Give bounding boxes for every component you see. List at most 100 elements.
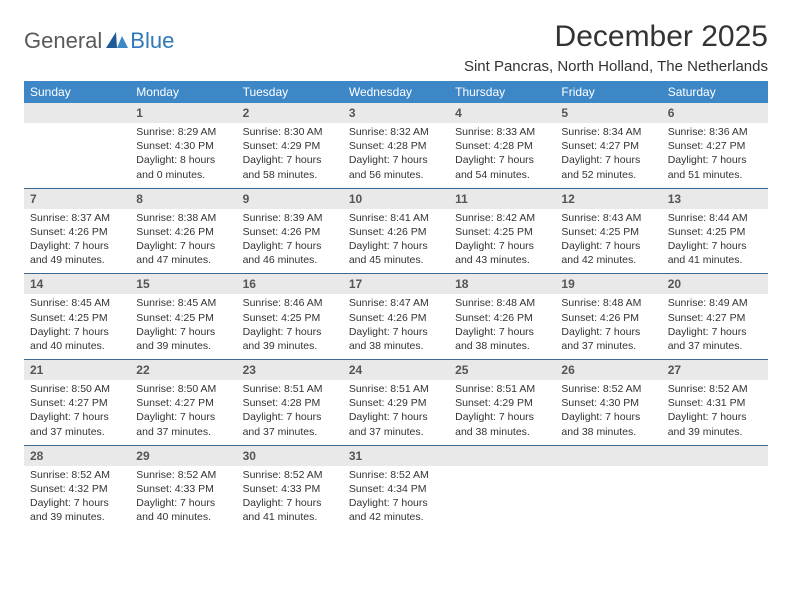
day-body: Sunrise: 8:29 AMSunset: 4:30 PMDaylight:… (130, 123, 236, 188)
day-number: 2 (237, 103, 343, 123)
day-body: Sunrise: 8:44 AMSunset: 4:25 PMDaylight:… (662, 209, 768, 274)
day-number: 7 (24, 189, 130, 209)
day-body: Sunrise: 8:37 AMSunset: 4:26 PMDaylight:… (24, 209, 130, 274)
day-body: Sunrise: 8:45 AMSunset: 4:25 PMDaylight:… (24, 294, 130, 359)
weekday-header: Wednesday (343, 81, 449, 103)
calendar-cell: 4Sunrise: 8:33 AMSunset: 4:28 PMDaylight… (449, 103, 555, 188)
day-body: Sunrise: 8:52 AMSunset: 4:33 PMDaylight:… (130, 466, 236, 531)
day-number: 10 (343, 189, 449, 209)
calendar-cell: 9Sunrise: 8:39 AMSunset: 4:26 PMDaylight… (237, 188, 343, 274)
day-body: Sunrise: 8:30 AMSunset: 4:29 PMDaylight:… (237, 123, 343, 188)
day-number: 11 (449, 189, 555, 209)
day-body: Sunrise: 8:51 AMSunset: 4:29 PMDaylight:… (343, 380, 449, 445)
day-number: 22 (130, 360, 236, 380)
weekday-header: Saturday (662, 81, 768, 103)
calendar-cell: 16Sunrise: 8:46 AMSunset: 4:25 PMDayligh… (237, 274, 343, 360)
day-number: 15 (130, 274, 236, 294)
day-body: Sunrise: 8:51 AMSunset: 4:29 PMDaylight:… (449, 380, 555, 445)
day-body: Sunrise: 8:50 AMSunset: 4:27 PMDaylight:… (24, 380, 130, 445)
weekday-header: Tuesday (237, 81, 343, 103)
calendar-cell: 26Sunrise: 8:52 AMSunset: 4:30 PMDayligh… (555, 360, 661, 446)
calendar-cell: 22Sunrise: 8:50 AMSunset: 4:27 PMDayligh… (130, 360, 236, 446)
day-body: Sunrise: 8:33 AMSunset: 4:28 PMDaylight:… (449, 123, 555, 188)
calendar-cell: 13Sunrise: 8:44 AMSunset: 4:25 PMDayligh… (662, 188, 768, 274)
day-body: Sunrise: 8:52 AMSunset: 4:34 PMDaylight:… (343, 466, 449, 531)
day-number: 26 (555, 360, 661, 380)
day-number: 25 (449, 360, 555, 380)
day-number: 4 (449, 103, 555, 123)
day-number: 13 (662, 189, 768, 209)
calendar-table: SundayMondayTuesdayWednesdayThursdayFrid… (24, 81, 768, 530)
calendar-cell: 19Sunrise: 8:48 AMSunset: 4:26 PMDayligh… (555, 274, 661, 360)
calendar-cell (24, 103, 130, 188)
day-number: 9 (237, 189, 343, 209)
day-number: 19 (555, 274, 661, 294)
day-body: Sunrise: 8:36 AMSunset: 4:27 PMDaylight:… (662, 123, 768, 188)
day-body: Sunrise: 8:51 AMSunset: 4:28 PMDaylight:… (237, 380, 343, 445)
day-body: Sunrise: 8:52 AMSunset: 4:32 PMDaylight:… (24, 466, 130, 531)
day-body: Sunrise: 8:52 AMSunset: 4:31 PMDaylight:… (662, 380, 768, 445)
day-number: 8 (130, 189, 236, 209)
day-body: Sunrise: 8:39 AMSunset: 4:26 PMDaylight:… (237, 209, 343, 274)
calendar-cell: 24Sunrise: 8:51 AMSunset: 4:29 PMDayligh… (343, 360, 449, 446)
day-body: Sunrise: 8:47 AMSunset: 4:26 PMDaylight:… (343, 294, 449, 359)
day-body: Sunrise: 8:48 AMSunset: 4:26 PMDaylight:… (449, 294, 555, 359)
day-body: Sunrise: 8:48 AMSunset: 4:26 PMDaylight:… (555, 294, 661, 359)
calendar-cell: 20Sunrise: 8:49 AMSunset: 4:27 PMDayligh… (662, 274, 768, 360)
weekday-header: Monday (130, 81, 236, 103)
calendar-cell: 12Sunrise: 8:43 AMSunset: 4:25 PMDayligh… (555, 188, 661, 274)
calendar-cell: 14Sunrise: 8:45 AMSunset: 4:25 PMDayligh… (24, 274, 130, 360)
day-number: 21 (24, 360, 130, 380)
calendar-cell (449, 445, 555, 530)
day-number: 18 (449, 274, 555, 294)
day-body: Sunrise: 8:41 AMSunset: 4:26 PMDaylight:… (343, 209, 449, 274)
calendar-cell: 27Sunrise: 8:52 AMSunset: 4:31 PMDayligh… (662, 360, 768, 446)
day-body: Sunrise: 8:42 AMSunset: 4:25 PMDaylight:… (449, 209, 555, 274)
day-body: Sunrise: 8:43 AMSunset: 4:25 PMDaylight:… (555, 209, 661, 274)
calendar-cell: 11Sunrise: 8:42 AMSunset: 4:25 PMDayligh… (449, 188, 555, 274)
logo-general: General (24, 28, 102, 54)
calendar-cell: 31Sunrise: 8:52 AMSunset: 4:34 PMDayligh… (343, 445, 449, 530)
day-number: 23 (237, 360, 343, 380)
calendar-cell: 6Sunrise: 8:36 AMSunset: 4:27 PMDaylight… (662, 103, 768, 188)
calendar-cell: 5Sunrise: 8:34 AMSunset: 4:27 PMDaylight… (555, 103, 661, 188)
day-number: 20 (662, 274, 768, 294)
page-title: December 2025 (464, 20, 768, 54)
logo-icon (106, 30, 128, 53)
weekday-header: Sunday (24, 81, 130, 103)
logo-blue: Blue (130, 28, 174, 54)
calendar-cell (662, 445, 768, 530)
day-body: Sunrise: 8:52 AMSunset: 4:33 PMDaylight:… (237, 466, 343, 531)
calendar-cell: 15Sunrise: 8:45 AMSunset: 4:25 PMDayligh… (130, 274, 236, 360)
day-number: 3 (343, 103, 449, 123)
day-body: Sunrise: 8:50 AMSunset: 4:27 PMDaylight:… (130, 380, 236, 445)
day-number: 29 (130, 446, 236, 466)
day-body: Sunrise: 8:34 AMSunset: 4:27 PMDaylight:… (555, 123, 661, 188)
calendar-cell: 8Sunrise: 8:38 AMSunset: 4:26 PMDaylight… (130, 188, 236, 274)
calendar-cell: 30Sunrise: 8:52 AMSunset: 4:33 PMDayligh… (237, 445, 343, 530)
day-body: Sunrise: 8:49 AMSunset: 4:27 PMDaylight:… (662, 294, 768, 359)
calendar-cell: 10Sunrise: 8:41 AMSunset: 4:26 PMDayligh… (343, 188, 449, 274)
day-number: 28 (24, 446, 130, 466)
calendar-cell: 21Sunrise: 8:50 AMSunset: 4:27 PMDayligh… (24, 360, 130, 446)
calendar-cell: 3Sunrise: 8:32 AMSunset: 4:28 PMDaylight… (343, 103, 449, 188)
day-number: 17 (343, 274, 449, 294)
day-number: 16 (237, 274, 343, 294)
day-body: Sunrise: 8:52 AMSunset: 4:30 PMDaylight:… (555, 380, 661, 445)
calendar-cell: 23Sunrise: 8:51 AMSunset: 4:28 PMDayligh… (237, 360, 343, 446)
calendar-cell: 2Sunrise: 8:30 AMSunset: 4:29 PMDaylight… (237, 103, 343, 188)
day-body: Sunrise: 8:46 AMSunset: 4:25 PMDaylight:… (237, 294, 343, 359)
day-body: Sunrise: 8:45 AMSunset: 4:25 PMDaylight:… (130, 294, 236, 359)
day-number: 24 (343, 360, 449, 380)
calendar-cell (555, 445, 661, 530)
calendar-cell: 29Sunrise: 8:52 AMSunset: 4:33 PMDayligh… (130, 445, 236, 530)
calendar-cell: 28Sunrise: 8:52 AMSunset: 4:32 PMDayligh… (24, 445, 130, 530)
day-number: 1 (130, 103, 236, 123)
calendar-cell: 18Sunrise: 8:48 AMSunset: 4:26 PMDayligh… (449, 274, 555, 360)
day-number: 30 (237, 446, 343, 466)
calendar-cell: 25Sunrise: 8:51 AMSunset: 4:29 PMDayligh… (449, 360, 555, 446)
calendar-cell: 17Sunrise: 8:47 AMSunset: 4:26 PMDayligh… (343, 274, 449, 360)
day-number: 6 (662, 103, 768, 123)
logo: General Blue (24, 28, 174, 54)
calendar-cell: 1Sunrise: 8:29 AMSunset: 4:30 PMDaylight… (130, 103, 236, 188)
